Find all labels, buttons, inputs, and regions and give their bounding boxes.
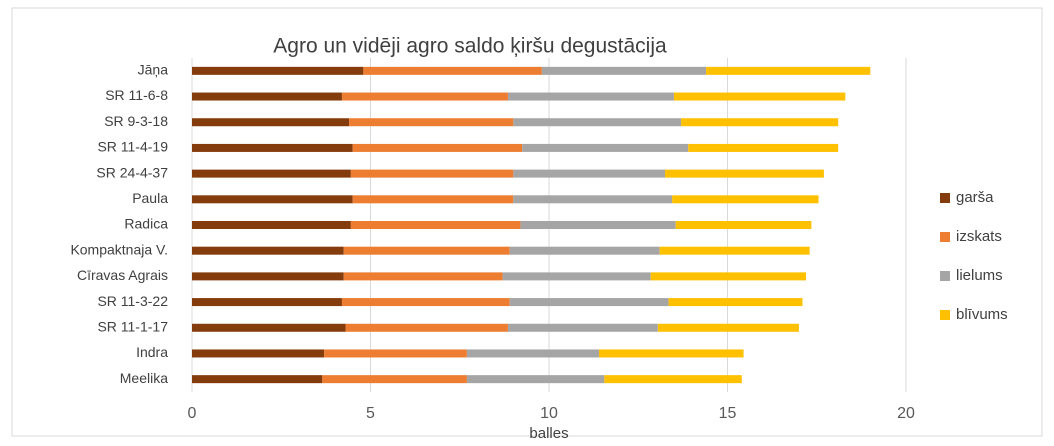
y-tick-label: Jāņa bbox=[138, 62, 169, 78]
bar-segment bbox=[192, 298, 342, 307]
bar-segment bbox=[604, 375, 742, 384]
bar-segment bbox=[363, 66, 542, 75]
bar-segment bbox=[349, 118, 514, 127]
bar-segment bbox=[522, 143, 689, 152]
bar-segment bbox=[192, 169, 351, 178]
legend-swatch bbox=[940, 193, 950, 203]
y-tick-label: SR 11-1-17 bbox=[97, 318, 168, 334]
y-tick-label: Cīravas Agrais bbox=[77, 267, 168, 283]
bar-segment bbox=[509, 246, 660, 255]
bar-segment bbox=[343, 272, 503, 281]
legend-label: izskats bbox=[956, 228, 1002, 245]
legend-label: garša bbox=[956, 189, 994, 206]
legend-swatch bbox=[940, 271, 950, 281]
bar-segment bbox=[352, 195, 514, 204]
bar-segment bbox=[502, 272, 651, 281]
bar-segment bbox=[192, 195, 353, 204]
legend-label: blīvums bbox=[956, 306, 1008, 323]
bar-segment bbox=[650, 272, 807, 281]
bar-segment bbox=[513, 169, 666, 178]
bar-segment bbox=[520, 221, 676, 229]
x-tick-label: 0 bbox=[188, 405, 197, 422]
y-tick-label: SR 24-4-37 bbox=[96, 164, 168, 180]
bar-segment bbox=[513, 118, 682, 127]
bar-segment bbox=[665, 169, 824, 178]
y-tick-label: Kompaktnaja V. bbox=[70, 241, 168, 257]
bar-segment bbox=[192, 323, 346, 332]
bar-segment bbox=[192, 221, 351, 229]
bar-segment bbox=[322, 375, 467, 384]
bar-segment bbox=[192, 375, 323, 384]
x-tick-label: 5 bbox=[366, 405, 375, 422]
bar-segment bbox=[343, 246, 510, 255]
bar-segment bbox=[324, 349, 467, 358]
bar-segment bbox=[675, 221, 812, 229]
y-tick-label: SR 11-3-22 bbox=[97, 293, 168, 309]
bar-segment bbox=[507, 92, 674, 101]
bar-segment bbox=[466, 375, 605, 384]
y-tick-label: Radica bbox=[124, 216, 168, 232]
x-tick-label: 10 bbox=[540, 405, 558, 422]
bar-segment bbox=[192, 246, 344, 255]
bar-segment bbox=[466, 349, 599, 358]
bar-segment bbox=[598, 349, 744, 358]
bar-segment bbox=[657, 323, 799, 332]
chart-title: Agro un vidēji agro saldo ķiršu degustāc… bbox=[273, 35, 667, 58]
bar-segment bbox=[350, 169, 514, 178]
y-tick-label: SR 11-4-19 bbox=[97, 139, 168, 155]
bar-segment bbox=[681, 118, 839, 127]
bar-segment bbox=[509, 298, 669, 307]
x-tick-label: 15 bbox=[719, 405, 737, 422]
bar-segment bbox=[706, 66, 871, 75]
bar-segment bbox=[192, 118, 350, 127]
legend-swatch bbox=[940, 310, 950, 320]
bar-segment bbox=[192, 349, 325, 358]
bar-segment bbox=[341, 298, 510, 307]
bar-segment bbox=[507, 323, 658, 332]
legend-label: lielums bbox=[956, 267, 1003, 284]
y-tick-label: SR 11-6-8 bbox=[105, 87, 168, 103]
bar-segment bbox=[688, 143, 839, 152]
x-axis-label: balles bbox=[529, 425, 568, 441]
bar-segment bbox=[541, 66, 707, 75]
y-tick-label: Paula bbox=[132, 190, 168, 206]
y-tick-label: SR 9-3-18 bbox=[104, 113, 168, 129]
bar-segment bbox=[350, 221, 521, 229]
bar-segment bbox=[672, 195, 819, 204]
y-tick-label: Meelika bbox=[120, 370, 168, 386]
bar-segment bbox=[192, 143, 353, 152]
bar-segment bbox=[345, 323, 508, 332]
bar-segment bbox=[192, 92, 342, 101]
bar-segment bbox=[192, 66, 364, 75]
bar-segment bbox=[659, 246, 810, 255]
bar-segment bbox=[513, 195, 673, 204]
bar-segment bbox=[352, 143, 523, 152]
legend-swatch bbox=[940, 232, 950, 242]
bar-segment bbox=[192, 272, 344, 281]
bar-segment bbox=[673, 92, 846, 101]
bar-segment bbox=[341, 92, 508, 101]
y-tick-label: Indra bbox=[136, 344, 168, 360]
x-tick-label: 20 bbox=[897, 405, 915, 422]
bar-segment bbox=[668, 298, 803, 307]
